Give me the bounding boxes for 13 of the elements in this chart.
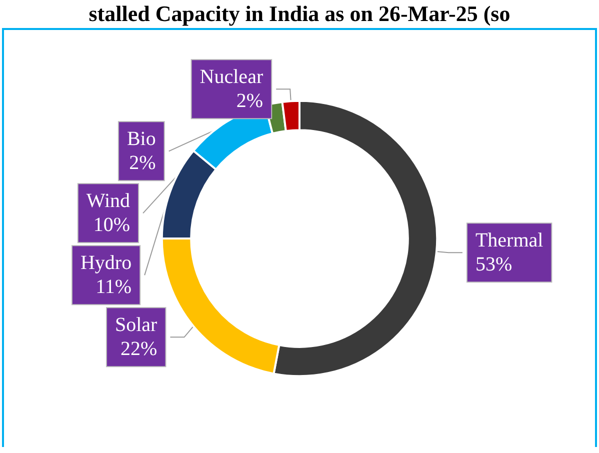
data-label: 10% bbox=[93, 214, 130, 236]
slice-label: Solar bbox=[115, 314, 158, 336]
slice-label: Bio bbox=[126, 128, 156, 150]
data-label: 2% bbox=[236, 90, 264, 112]
slice-label: Thermal bbox=[475, 230, 544, 252]
data-label: 22% bbox=[120, 338, 158, 360]
slice-label: Wind bbox=[86, 190, 130, 212]
data-label: 2% bbox=[129, 152, 156, 174]
data-label: 53% bbox=[475, 254, 512, 276]
slice-label: Hydro bbox=[80, 252, 132, 274]
slice-label: Nuclear bbox=[200, 66, 264, 88]
data-label: 11% bbox=[96, 276, 132, 298]
chart-title: stalled Capacity in India as on 26-Mar-25 (so bbox=[88, 0, 512, 28]
